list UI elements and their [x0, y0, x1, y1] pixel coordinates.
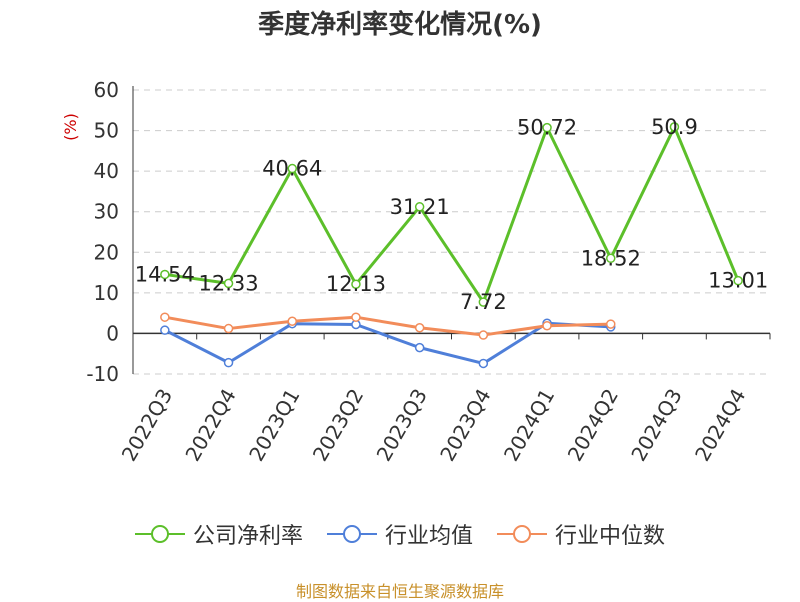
legend-item-company[interactable]: 公司净利率 — [134, 518, 303, 550]
data-label: 12.13 — [326, 272, 386, 296]
data-point — [733, 275, 743, 286]
data-point — [223, 278, 234, 289]
data-point — [478, 297, 489, 307]
data-label: 50.9 — [651, 115, 698, 139]
data-point — [160, 312, 170, 322]
x-tick-label: 2022Q3 — [117, 385, 177, 466]
y-tick-label: -10 — [86, 362, 119, 386]
y-tick-label: 30 — [94, 200, 119, 224]
series-line — [164, 315, 611, 337]
legend-label: 行业中位数 — [555, 524, 666, 549]
data-point — [606, 253, 616, 264]
y-tick-label: 10 — [94, 281, 119, 305]
legend-marker-icon — [326, 525, 377, 543]
x-tick-label: 2024Q3 — [626, 385, 686, 466]
data-point — [414, 342, 425, 353]
legend-marker-icon — [497, 525, 547, 543]
data-point — [223, 323, 234, 334]
x-tick-label: 2022Q4 — [180, 385, 240, 466]
data-label: 40.64 — [262, 157, 322, 181]
data-point — [414, 322, 425, 333]
x-tick-label: 2023Q3 — [372, 385, 432, 466]
data-label: 7.72 — [460, 290, 507, 314]
chart-title: 季度净利率变化情况(%) — [258, 10, 542, 40]
x-tick-label: 2024Q2 — [563, 385, 623, 466]
data-point — [160, 325, 170, 335]
x-tick-label: 2023Q1 — [244, 385, 304, 466]
data-label: 50.72 — [517, 116, 577, 140]
data-point — [351, 279, 361, 289]
data-point — [478, 330, 489, 340]
data-label: 13.01 — [708, 269, 768, 293]
data-point — [606, 319, 616, 329]
legend-label: 公司净利率 — [192, 524, 303, 549]
data-point — [223, 357, 234, 368]
y-tick-label: 0 — [106, 321, 119, 345]
y-tick-label: 20 — [94, 240, 119, 264]
data-point — [414, 202, 425, 212]
y-tick-label: 40 — [94, 159, 119, 183]
x-tick-label: 2024Q4 — [690, 385, 750, 466]
legend-item-industry-mean[interactable]: 行业均值 — [326, 518, 473, 550]
series-line — [164, 125, 740, 304]
legend-marker-icon — [134, 525, 185, 543]
legend: 公司净利率 行业均值 行业中位数 — [0, 518, 800, 550]
x-tick-label: 2024Q1 — [499, 385, 559, 466]
data-point — [542, 320, 552, 331]
y-tick-label: 50 — [94, 119, 119, 143]
source-footer: 制图数据来自恒生聚源数据库 — [295, 582, 504, 601]
legend-label: 行业均值 — [384, 524, 473, 549]
data-label: 18.52 — [581, 246, 641, 270]
data-label: 12.33 — [198, 271, 258, 295]
data-label: 14.54 — [135, 262, 195, 286]
data-point — [669, 122, 680, 132]
data-label: 31.21 — [390, 195, 450, 219]
data-point — [287, 163, 297, 174]
legend-item-industry-median[interactable]: 行业中位数 — [497, 518, 665, 550]
x-tick-label: 2023Q4 — [435, 384, 495, 465]
x-tick-label: 2023Q2 — [308, 385, 368, 466]
data-point — [542, 122, 552, 133]
data-point — [287, 316, 297, 327]
data-point — [478, 358, 489, 369]
y-axis-label: (%) — [61, 113, 80, 141]
series-line — [164, 321, 611, 365]
data-point — [351, 312, 361, 322]
data-point — [160, 269, 170, 280]
y-tick-label: 60 — [94, 78, 119, 102]
